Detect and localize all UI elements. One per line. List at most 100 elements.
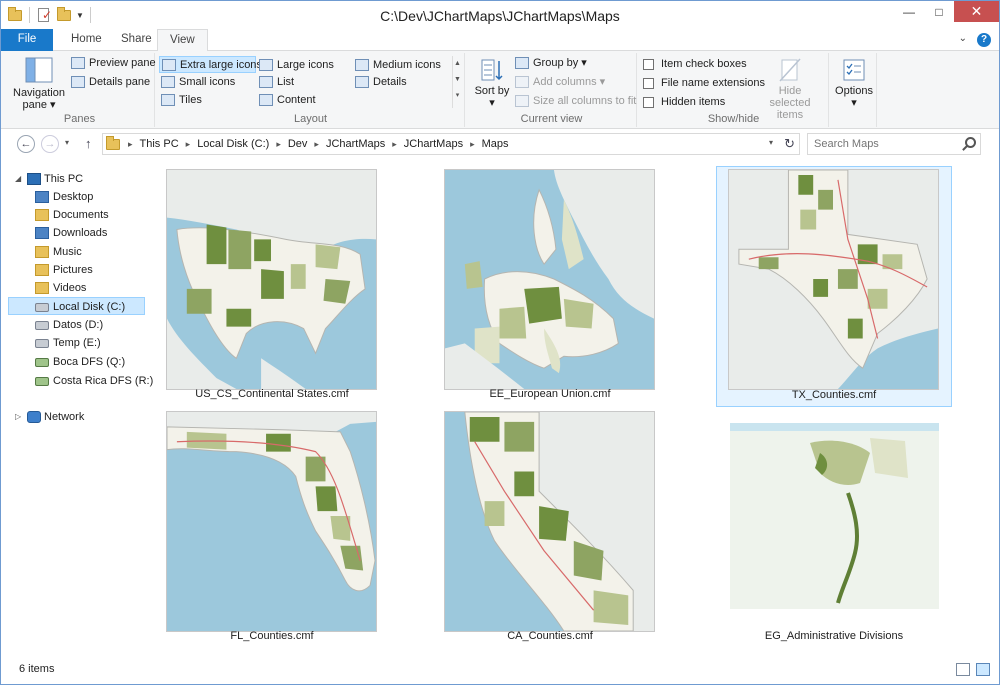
tab-view[interactable]: View <box>157 29 208 52</box>
tab-file[interactable]: File <box>1 29 53 51</box>
close-button[interactable]: ✕ <box>954 1 999 22</box>
hide-selected-items-icon <box>779 58 801 82</box>
recent-locations-chevron-icon[interactable]: ▾ <box>65 138 70 147</box>
size-all-columns-button[interactable]: Size all columns to fit <box>513 93 636 110</box>
navigation-pane-icon <box>25 57 53 83</box>
breadcrumb-separator[interactable]: ▸ <box>392 139 397 149</box>
options-button[interactable]: Options ▾ <box>833 57 875 109</box>
navigation-pane-button[interactable]: Navigation pane ▾ <box>9 55 69 111</box>
refresh-icon[interactable]: ↻ <box>784 136 795 151</box>
crumb-local-disk[interactable]: Local Disk (C:) <box>197 138 270 150</box>
nav-item-network[interactable]: ▷ Network <box>1 408 147 426</box>
nav-item-videos[interactable]: Videos <box>1 279 147 297</box>
hidden-items-checkbox[interactable]: Hidden items <box>643 94 725 111</box>
breadcrumb-separator[interactable]: ▸ <box>185 139 191 149</box>
new-folder-icon[interactable] <box>56 7 72 23</box>
tab-home[interactable]: Home <box>71 33 102 45</box>
nav-item-label: Music <box>53 246 82 258</box>
add-columns-button[interactable]: Add columns ▾ <box>513 74 605 91</box>
folder-icon[interactable] <box>7 7 23 23</box>
nav-item-boca-dfs[interactable]: Boca DFS (Q:) <box>1 353 147 371</box>
maximize-button[interactable]: □ <box>935 4 943 19</box>
crumb-dev[interactable]: Dev <box>287 138 308 150</box>
nav-item-music[interactable]: Music <box>1 243 147 261</box>
item-check-boxes-checkbox[interactable]: Item check boxes <box>643 56 747 73</box>
details-button[interactable]: Details <box>353 74 407 91</box>
extra-large-icons-button[interactable]: Extra large icons <box>159 56 262 73</box>
florida-map-thumbnail <box>167 412 376 631</box>
breadcrumb-separator[interactable]: ▸ <box>128 139 133 149</box>
window-controls: — □ ✕ <box>894 1 999 22</box>
file-name: EE_European Union.cmf <box>489 388 611 400</box>
pictures-folder-icon <box>35 264 49 276</box>
search-input[interactable] <box>808 134 958 154</box>
nav-item-temp[interactable]: Temp (E:) <box>1 334 147 352</box>
large-icons-button[interactable]: Large icons <box>257 57 334 74</box>
medium-icons-button[interactable]: Medium icons <box>353 57 441 74</box>
extra-large-icons-label: Extra large icons <box>180 59 262 71</box>
content-label: Content <box>277 94 316 106</box>
expand-chevron-icon[interactable]: ▷ <box>15 412 22 421</box>
file-item[interactable]: EG_Administrative Divisions <box>716 403 952 643</box>
panes-group-label: Panes <box>63 113 96 125</box>
collapse-chevron-icon[interactable]: ◢ <box>15 174 22 183</box>
breadcrumb-separator[interactable]: ▸ <box>276 139 281 149</box>
file-item[interactable]: US_CS_Continental States.cmf <box>154 161 390 401</box>
preview-pane-button[interactable]: Preview pane <box>69 55 156 72</box>
breadcrumb-separator[interactable]: ▸ <box>470 139 475 149</box>
file-name-extensions-label: File name extensions <box>661 77 765 89</box>
checkbox-box <box>643 59 654 70</box>
address-history-chevron-icon[interactable]: ▾ <box>768 138 773 147</box>
crumb-jchartmaps[interactable]: JChartMaps <box>325 138 386 150</box>
tiles-label: Tiles <box>179 94 202 106</box>
nav-item-datos[interactable]: Datos (D:) <box>1 316 147 334</box>
file-item[interactable]: CA_Counties.cmf <box>432 403 668 643</box>
sort-by-button[interactable]: Sort by ▾ <box>473 57 511 109</box>
file-item[interactable]: EE_European Union.cmf <box>432 161 668 401</box>
medium-icons-label: Medium icons <box>373 59 441 71</box>
nav-item-label: Videos <box>53 282 87 294</box>
nav-item-pictures[interactable]: Pictures <box>1 261 147 279</box>
details-view-icon[interactable] <box>956 663 970 676</box>
nav-item-costa-rica-dfs[interactable]: Costa Rica DFS (R:) <box>1 372 153 390</box>
preview-pane-icon <box>71 57 85 69</box>
large-icons-view-icon[interactable] <box>976 663 990 676</box>
list-button[interactable]: List <box>257 74 294 91</box>
map-thumbnail <box>444 169 655 390</box>
tiles-button[interactable]: Tiles <box>159 92 202 109</box>
crumb-maps[interactable]: Maps <box>481 138 509 150</box>
breadcrumb-separator[interactable]: ▸ <box>314 139 319 149</box>
expand-ribbon-chevron-icon[interactable]: ⌄ <box>958 33 967 44</box>
up-arrow-icon[interactable]: ↑ <box>85 136 92 151</box>
properties-icon[interactable] <box>36 7 52 23</box>
content-button[interactable]: Content <box>257 92 316 109</box>
small-icons-button[interactable]: Small icons <box>159 74 235 91</box>
nav-item-label: Documents <box>53 209 109 221</box>
address-bar[interactable]: ▸ This PC ▸ Local Disk (C:) ▸ Dev ▸ JCha… <box>102 133 800 155</box>
layout-gallery-scroll[interactable]: ▲ ▼ ▾ <box>452 56 462 108</box>
tab-share[interactable]: Share <box>121 33 152 45</box>
minimize-button[interactable]: — <box>903 4 915 19</box>
crumb-this-pc[interactable]: This PC <box>139 138 179 150</box>
file-item[interactable]: TX_Counties.cmf <box>716 166 952 407</box>
help-icon[interactable]: ? <box>977 33 991 47</box>
back-button[interactable]: ← <box>17 135 35 153</box>
add-columns-icon <box>515 76 529 88</box>
file-item[interactable]: FL_Counties.cmf <box>154 403 390 643</box>
forward-button[interactable]: → <box>41 135 59 153</box>
group-by-button[interactable]: Group by ▾ <box>513 55 587 72</box>
hide-selected-items-button[interactable]: Hide selected items <box>757 57 823 121</box>
nav-item-local-disk[interactable]: Local Disk (C:) <box>8 297 145 315</box>
file-name-extensions-checkbox[interactable]: File name extensions <box>643 75 765 92</box>
nav-item-this-pc[interactable]: ◢ This PC <box>1 170 147 188</box>
nav-item-desktop[interactable]: Desktop <box>1 188 147 206</box>
search-icon[interactable] <box>965 137 976 148</box>
details-pane-button[interactable]: Details pane <box>69 74 150 91</box>
nav-item-documents[interactable]: Documents <box>1 206 147 224</box>
large-icons-label: Large icons <box>277 59 334 71</box>
nav-item-downloads[interactable]: Downloads <box>1 224 147 242</box>
map-thumbnail <box>730 423 939 609</box>
file-name: TX_Counties.cmf <box>791 389 877 401</box>
crumb-jchartmaps-inner[interactable]: JChartMaps <box>403 138 464 150</box>
customize-toolbar-chevron-icon[interactable]: ▼ <box>76 10 84 20</box>
